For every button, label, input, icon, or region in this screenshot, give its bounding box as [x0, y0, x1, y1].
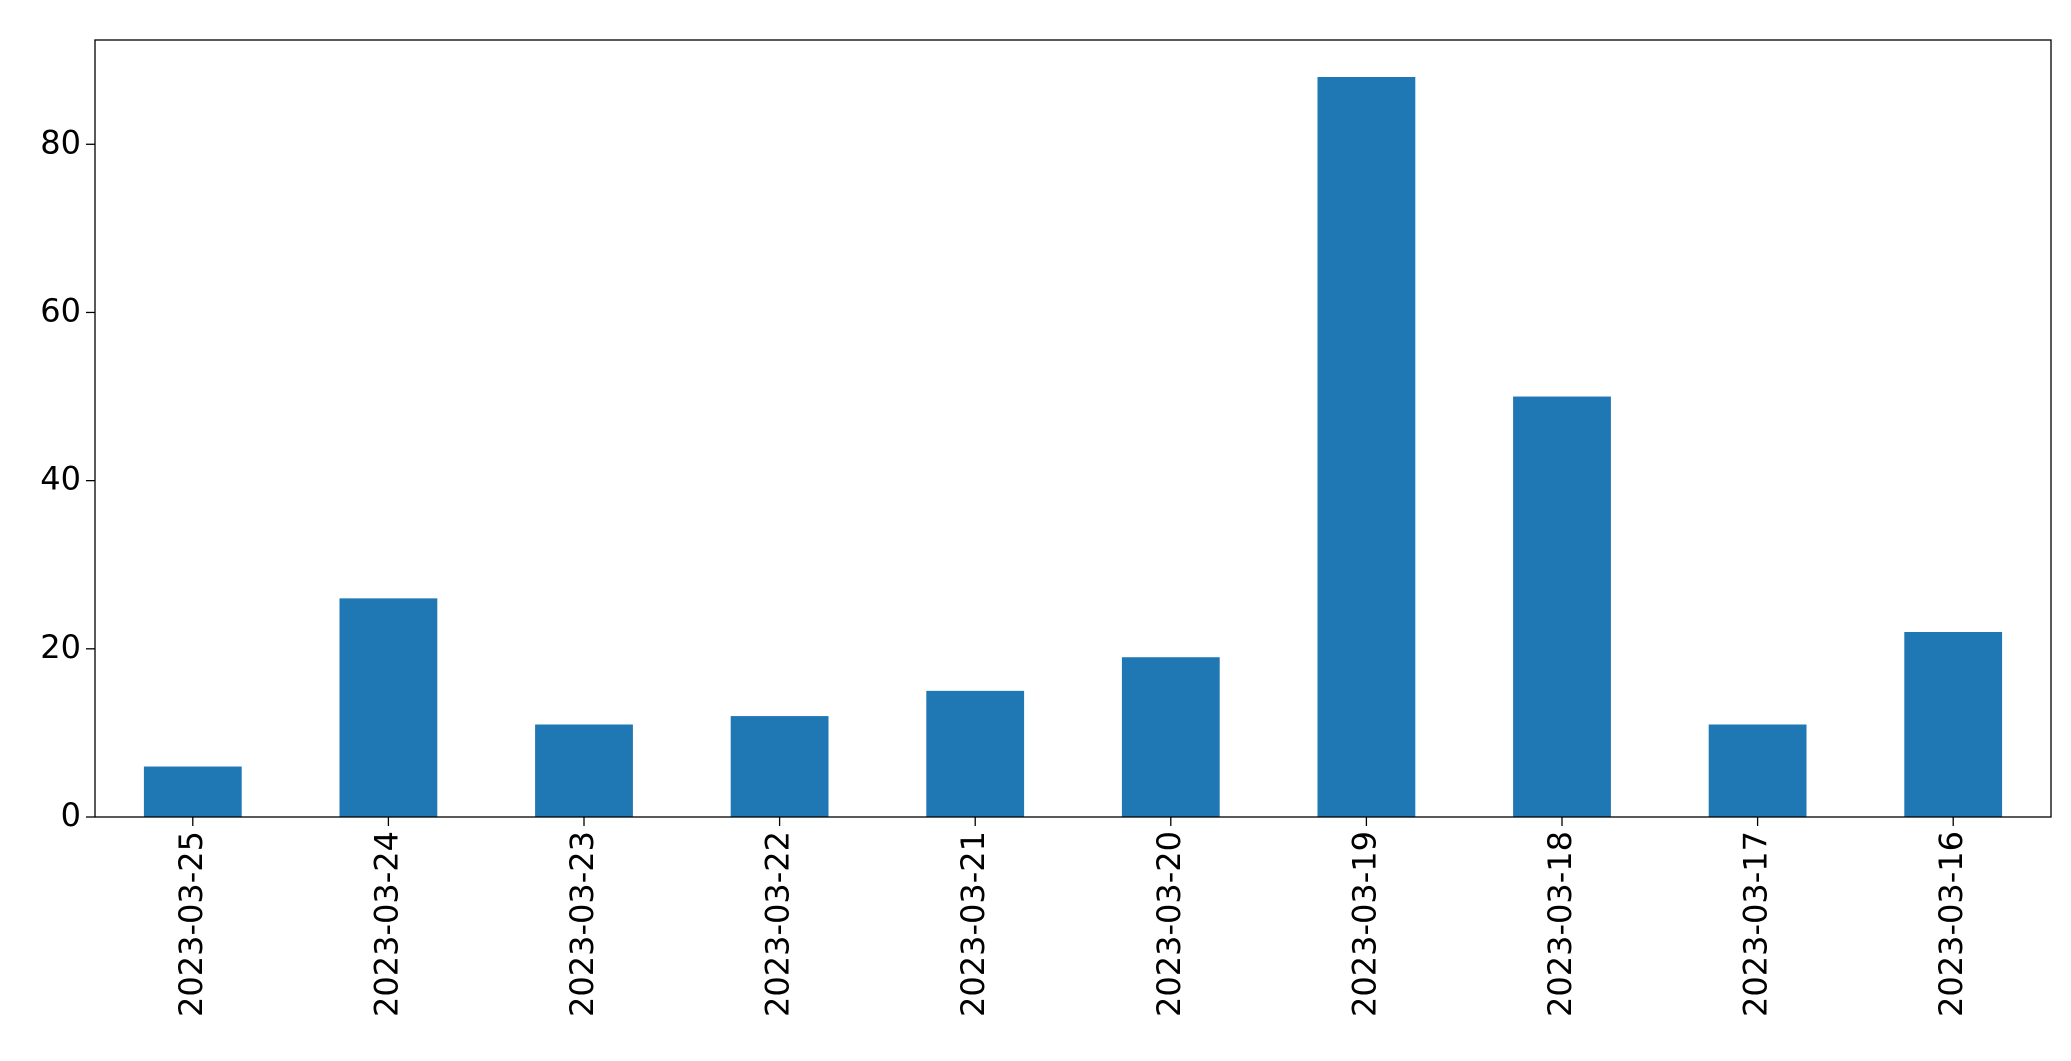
bar	[339, 598, 438, 817]
bar	[926, 690, 1025, 817]
bar	[1513, 396, 1611, 817]
x-tick-label: 2023-03-25	[172, 831, 210, 1017]
x-tick-label: 2023-03-22	[759, 831, 797, 1017]
bar	[1121, 657, 1220, 817]
x-tick-label: 2023-03-17	[1737, 831, 1775, 1017]
x-tick-label: 2023-03-16	[1932, 831, 1970, 1017]
bar	[1904, 632, 2003, 817]
y-tick-label: 80	[40, 123, 81, 161]
bar	[730, 716, 829, 817]
y-tick-label: 20	[40, 628, 81, 666]
plot-frame	[94, 39, 2052, 818]
bar	[143, 766, 242, 817]
y-tick-label: 0	[61, 796, 81, 834]
x-tick-label: 2023-03-24	[367, 831, 405, 1017]
y-tick-label: 40	[40, 460, 81, 498]
x-tick-label: 2023-03-21	[954, 831, 992, 1017]
bar	[535, 724, 633, 817]
x-tick-label: 2023-03-18	[1541, 831, 1579, 1017]
y-tick-label: 60	[40, 291, 81, 329]
x-tick-label: 2023-03-20	[1150, 831, 1188, 1017]
bar	[1317, 77, 1416, 817]
x-tick-label: 2023-03-19	[1345, 831, 1383, 1017]
bar	[1708, 724, 1807, 817]
x-tick-label: 2023-03-23	[563, 831, 601, 1017]
